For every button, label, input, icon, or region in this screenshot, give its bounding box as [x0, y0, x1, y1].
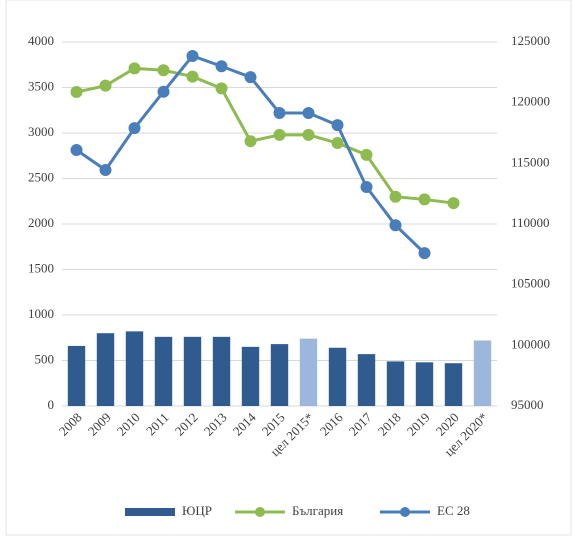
bar	[67, 345, 86, 406]
x-tick-label: 2018	[375, 410, 404, 439]
bar	[96, 333, 115, 406]
line-marker	[157, 64, 170, 77]
bar	[415, 362, 434, 406]
bar	[270, 344, 289, 406]
line-marker	[99, 79, 112, 92]
bar	[241, 346, 260, 406]
y-tick-label: 2000	[28, 215, 54, 230]
x-tick-label: 2011	[143, 410, 172, 439]
y-tick-label: 3000	[28, 124, 54, 139]
y2-tick-label: 120000	[511, 94, 550, 109]
line-marker	[70, 86, 83, 99]
line	[76, 66, 454, 205]
line-marker	[128, 62, 141, 75]
y2-tick-label: 95000	[511, 397, 544, 412]
bar	[386, 361, 405, 406]
legend-label: България	[292, 503, 343, 518]
line-marker	[360, 180, 373, 193]
bar	[125, 331, 144, 406]
y-tick-label: 500	[35, 351, 55, 366]
y-tick-label: 0	[48, 397, 55, 412]
x-tick-label: 2019	[404, 410, 433, 439]
line-marker	[244, 71, 257, 84]
bar	[212, 336, 231, 406]
y2-tick-label: 105000	[511, 276, 550, 291]
x-tick-label: 2013	[201, 410, 230, 439]
legend-swatch	[255, 507, 265, 517]
line-marker	[99, 164, 112, 177]
bar	[357, 354, 376, 406]
bar	[328, 347, 347, 406]
line-marker	[302, 106, 315, 119]
x-tick-label: 2008	[56, 410, 85, 439]
line-marker	[447, 197, 460, 210]
line-marker	[157, 85, 170, 98]
y2-tick-label: 100000	[511, 336, 550, 351]
chart-frame	[5, 0, 572, 536]
y2-tick-label: 110000	[511, 215, 550, 230]
line-marker	[389, 190, 402, 203]
bar	[473, 340, 492, 406]
y-tick-label: 1000	[28, 306, 54, 321]
line-marker	[331, 137, 344, 150]
y2-tick-label: 115000	[511, 154, 550, 169]
x-tick-label: 2012	[172, 410, 201, 439]
legend-swatch	[125, 508, 175, 516]
y-tick-label: 3500	[28, 78, 54, 93]
line-marker	[302, 128, 315, 141]
bar	[444, 363, 463, 406]
bar	[154, 336, 173, 406]
x-tick-label: 2016	[317, 409, 346, 438]
bar	[183, 336, 202, 406]
line-marker	[215, 82, 228, 95]
line-marker	[360, 148, 373, 161]
line-marker	[244, 135, 257, 148]
x-tick-label: 2017	[346, 409, 375, 438]
legend-swatch	[400, 507, 410, 517]
line-marker	[418, 247, 431, 260]
line-marker	[273, 106, 286, 119]
x-tick-label: 2010	[114, 410, 143, 439]
line-marker	[418, 193, 431, 206]
legend-label: ЕС 28	[437, 503, 470, 518]
line-marker	[331, 119, 344, 132]
line-marker	[389, 219, 402, 232]
line-marker	[273, 128, 286, 141]
y-tick-label: 2500	[28, 169, 54, 184]
line-marker	[186, 49, 199, 62]
line-marker	[186, 70, 199, 83]
legend-label: ЮЦР	[182, 503, 212, 518]
x-tick-label: 2014	[230, 409, 259, 438]
y-tick-label: 4000	[28, 33, 54, 48]
bar	[299, 338, 318, 406]
line-marker	[128, 122, 141, 135]
x-tick-label: 2009	[85, 410, 114, 439]
y-tick-label: 1500	[28, 260, 54, 275]
line-marker	[70, 143, 83, 156]
line-marker	[215, 60, 228, 73]
y2-tick-label: 125000	[511, 33, 550, 48]
